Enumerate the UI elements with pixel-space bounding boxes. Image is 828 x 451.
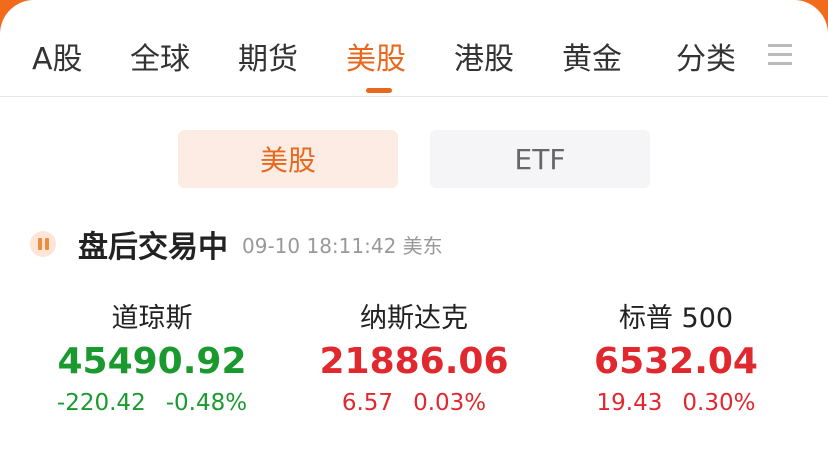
index-change: 19.43 (596, 390, 663, 416)
segment-us-stocks[interactable]: 美股 (178, 130, 398, 188)
status-time: 09-10 18:11:42 美东 (242, 233, 443, 258)
index-change: -220.42 (56, 390, 146, 416)
hamburger-icon[interactable] (768, 44, 792, 71)
divider (0, 96, 828, 97)
tab-a-shares[interactable]: A股 (32, 42, 83, 77)
tab-categories[interactable]: 分类 (676, 42, 736, 77)
active-tab-indicator (366, 88, 392, 93)
tab-gold[interactable]: 黄金 (562, 42, 622, 77)
market-tabs: A股 全球 期货 美股 港股 黄金 分类 (0, 34, 828, 80)
index-name: 标普 500 (618, 303, 734, 334)
index-percent: 0.03% (413, 390, 487, 416)
trading-status: 盘后交易中 09-10 18:11:42 美东 (30, 222, 443, 266)
tab-futures[interactable]: 期货 (238, 42, 298, 77)
index-value: 6532.04 (594, 341, 758, 382)
index-value: 21886.06 (319, 341, 509, 382)
index-name: 纳斯达克 (360, 303, 468, 334)
index-change: 6.57 (341, 390, 394, 416)
index-nasdaq[interactable]: 纳斯达克 21886.06 6.57 0.03% (284, 296, 544, 416)
index-name: 道琼斯 (111, 303, 193, 334)
index-percent: -0.48% (165, 390, 248, 416)
tab-us-stocks[interactable]: 美股 (346, 42, 406, 77)
index-sp500[interactable]: 标普 500 6532.04 19.43 0.30% (546, 296, 806, 416)
index-value: 45490.92 (57, 341, 247, 382)
tab-hk-stocks[interactable]: 港股 (454, 42, 514, 77)
index-percent: 0.30% (682, 390, 756, 416)
segment-etf[interactable]: ETF (430, 130, 650, 188)
tab-global[interactable]: 全球 (130, 42, 190, 77)
candlestick-icon (30, 231, 56, 257)
index-dow-jones[interactable]: 道琼斯 45490.92 -220.42 -0.48% (22, 296, 282, 416)
status-text: 盘后交易中 (78, 230, 228, 265)
